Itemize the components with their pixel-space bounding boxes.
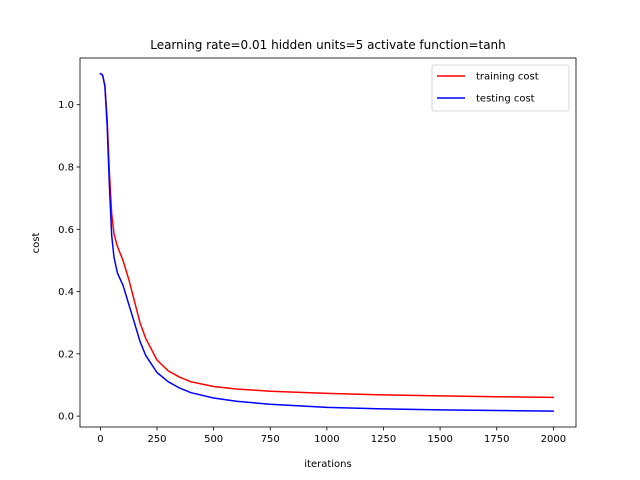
legend-label-testing-cost: testing cost [476,94,535,105]
legend-label-training-cost: training cost [476,72,539,83]
legend-box [431,64,570,112]
y-tick-label: 0.0 [58,412,74,423]
plot-frame [79,57,577,428]
y-tick-label: 0.2 [58,349,74,360]
series-line-testing-cost [99,72,555,412]
x-tick-label: 1500 [427,434,452,445]
x-tick-label: 750 [261,434,280,445]
y-axis: 0.0 0.2 0.4 0.6 0.8 1.0 [58,100,80,423]
legend: training cost testing cost [431,64,570,112]
x-tick-label: 1250 [371,434,396,445]
y-tick-label: 0.8 [58,162,74,173]
x-axis-label: iterations [304,459,351,470]
x-tick-label: 1750 [484,434,509,445]
x-tick-label: 500 [204,434,223,445]
chart-title: Learning rate=0.01 hidden units=5 activa… [150,38,506,52]
y-tick-label: 0.6 [58,225,74,236]
x-tick-label: 2000 [541,434,566,445]
x-tick-label: 1000 [314,434,339,445]
x-tick-label: 0 [97,434,103,445]
y-tick-label: 0.4 [58,287,74,298]
x-axis: 0 250 500 750 1000 1250 1500 1750 2000 [97,427,566,445]
plot-area [79,57,577,428]
y-tick-label: 1.0 [58,100,74,111]
series-layer [99,72,555,412]
x-tick-label: 250 [147,434,166,445]
y-axis-label: cost [31,233,42,254]
legend-entries: training cost testing cost [437,72,539,105]
